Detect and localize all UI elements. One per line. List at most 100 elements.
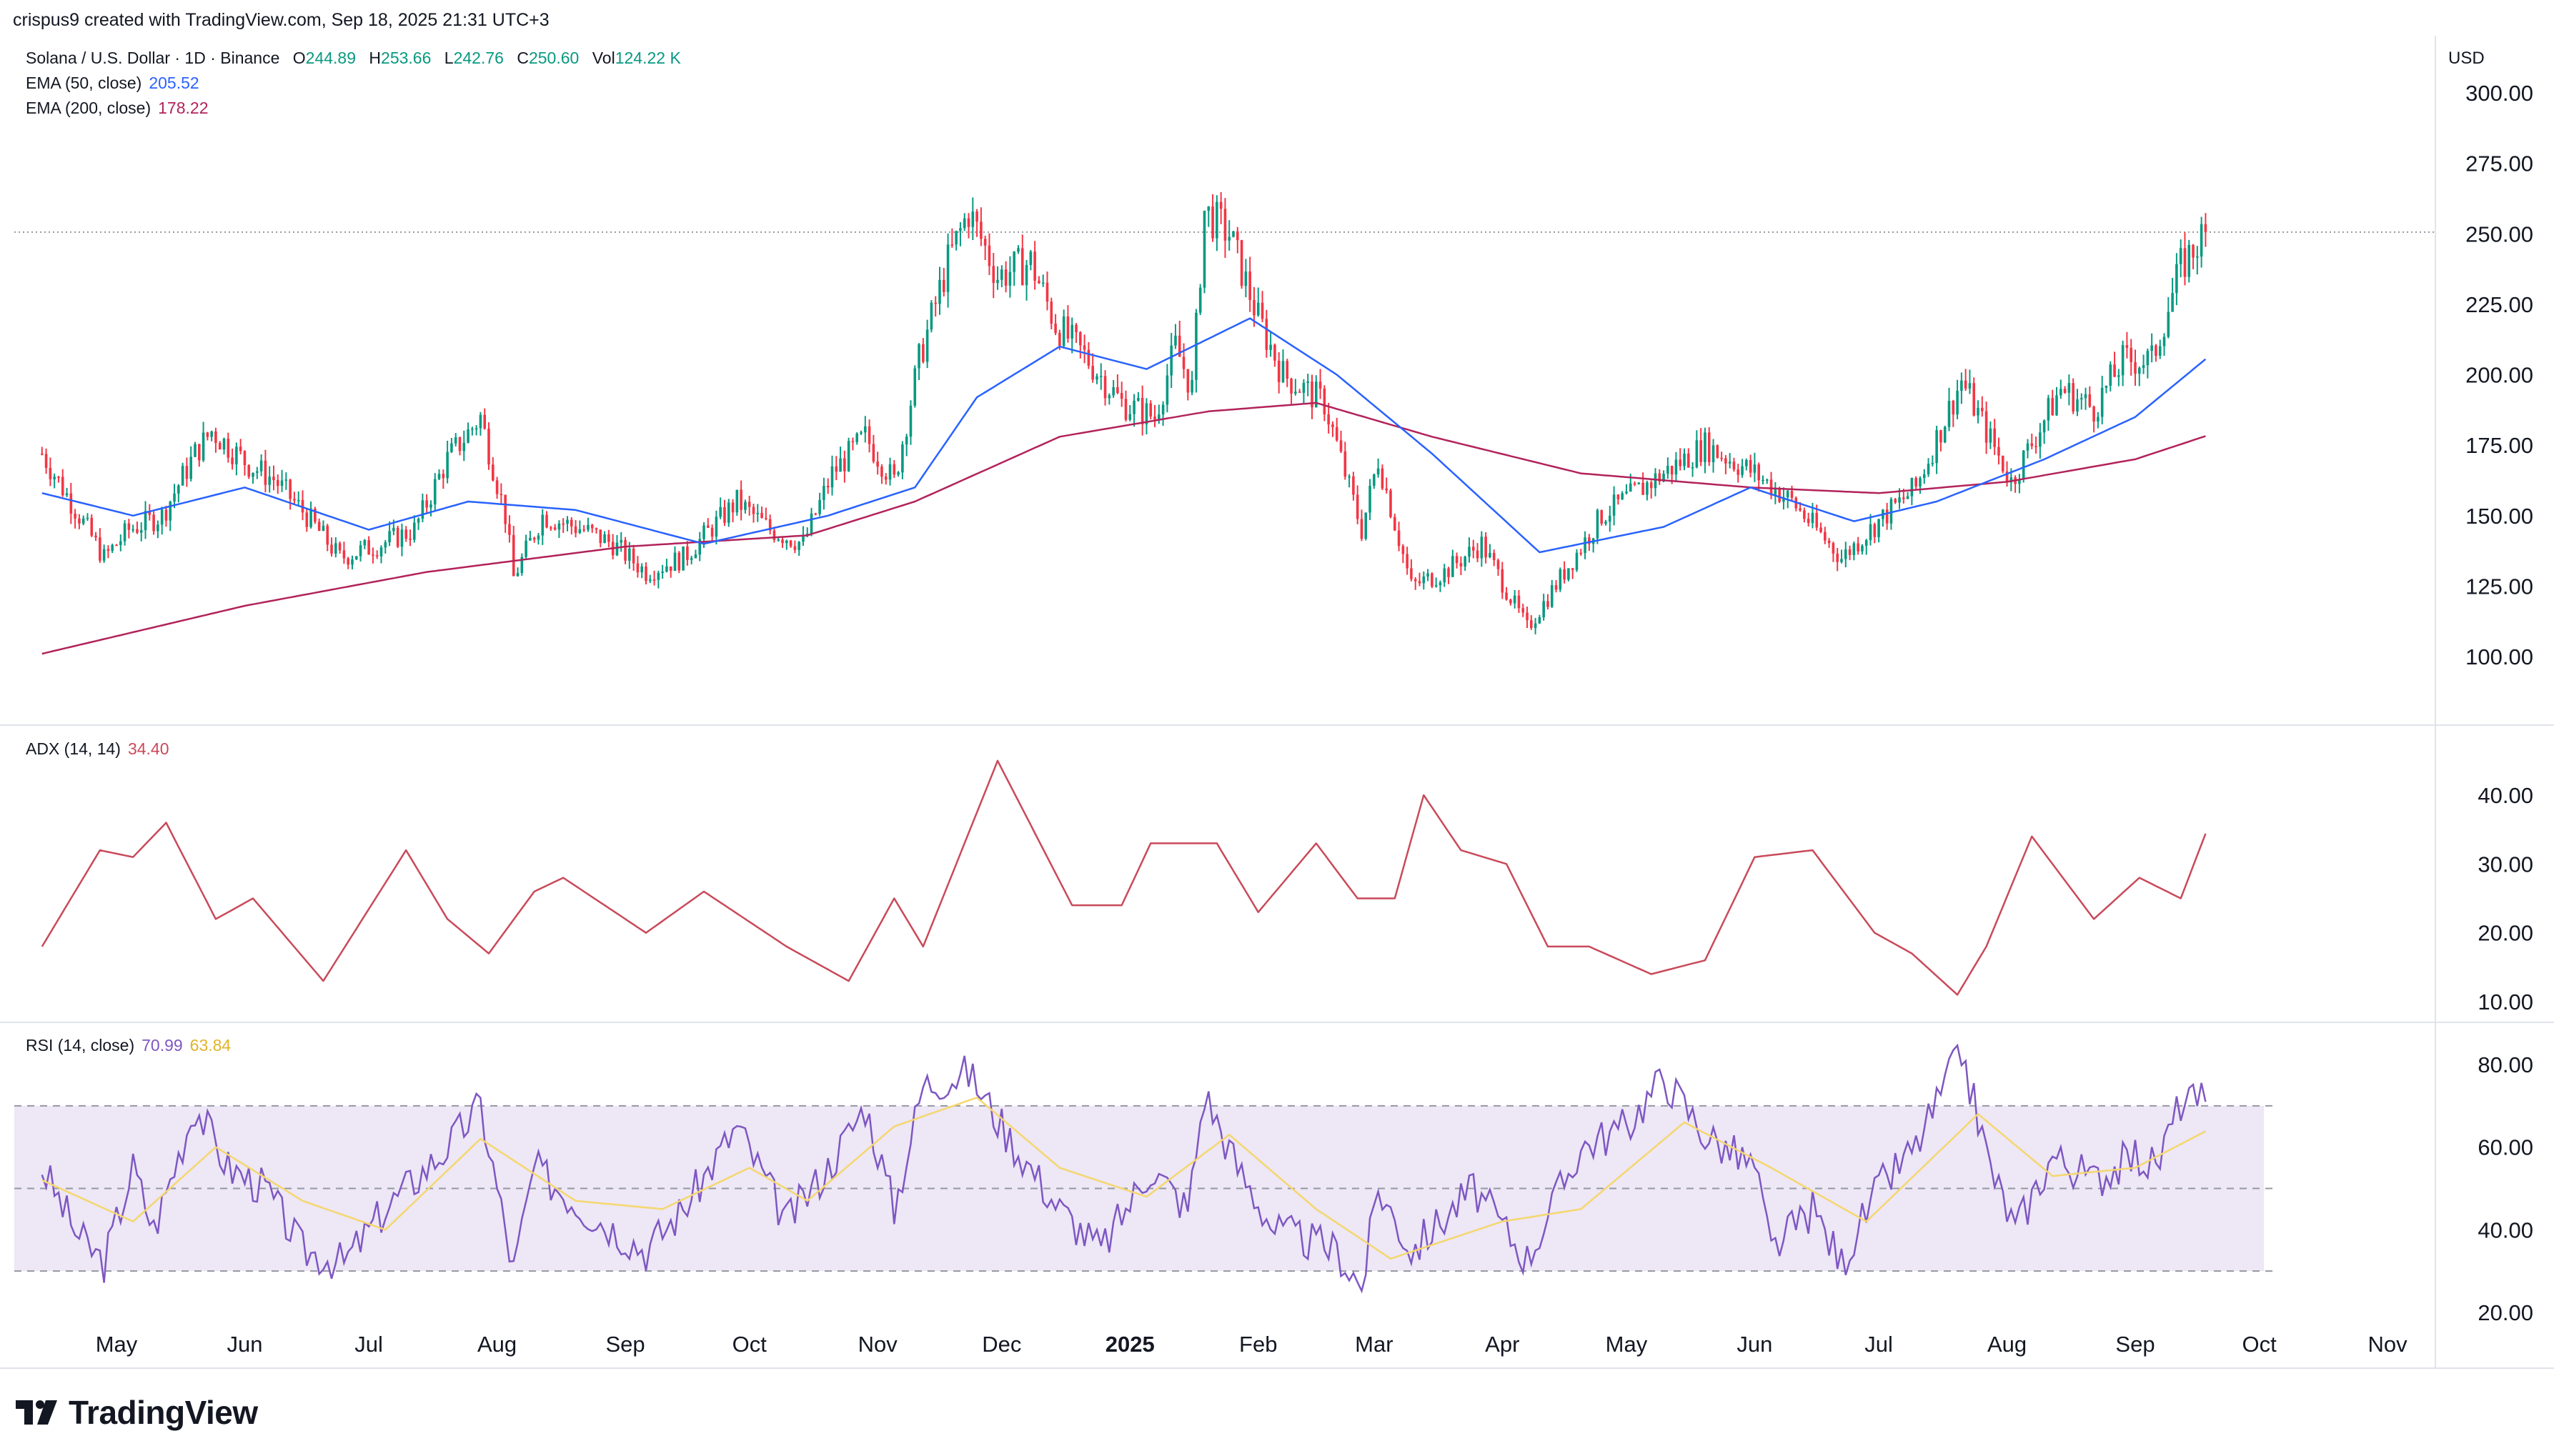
- candle-body: [661, 572, 664, 573]
- price-axis-tick: 200.00: [2465, 363, 2533, 388]
- candle-body: [1922, 474, 1926, 479]
- candle-body: [640, 566, 643, 573]
- candle-body: [1927, 464, 1930, 474]
- candle-body: [1658, 473, 1661, 482]
- time-axis-tick: Jul: [354, 1332, 383, 1357]
- candle-body: [1711, 445, 1715, 462]
- candle-body: [520, 557, 524, 574]
- rsi-legend: RSI (14, close) 70.99 63.84: [26, 1036, 231, 1055]
- candle-body: [400, 529, 404, 547]
- candle-body: [1588, 537, 1591, 544]
- candle-body: [1873, 524, 1877, 537]
- candle-body: [1302, 382, 1306, 393]
- candle-body: [202, 432, 205, 461]
- candle-body: [1397, 530, 1401, 547]
- candle-body: [1203, 211, 1206, 288]
- candle-body: [185, 466, 189, 479]
- candle-body: [1141, 397, 1144, 424]
- candle-body: [1178, 335, 1181, 357]
- candle-body: [645, 566, 647, 582]
- candle-body: [1604, 522, 1607, 524]
- candle-body: [1273, 344, 1276, 361]
- candle-body: [872, 444, 875, 462]
- candle-body: [474, 428, 478, 429]
- candle-body: [1848, 549, 1852, 555]
- candle-body: [1116, 387, 1119, 394]
- candle-body: [1286, 361, 1289, 379]
- ema200-label: EMA (200, close): [26, 99, 151, 117]
- candle-body: [1008, 271, 1012, 286]
- candle-body: [1704, 432, 1706, 462]
- tradingview-logo[interactable]: TradingView: [16, 1393, 258, 1432]
- candle-body: [723, 507, 726, 523]
- candle-body: [1550, 585, 1554, 607]
- time-axis-tick: 2025: [1105, 1332, 1155, 1357]
- candle-body: [1840, 559, 1843, 562]
- candle-body: [1153, 417, 1156, 419]
- candle-body: [772, 530, 776, 540]
- candle-body: [442, 474, 445, 479]
- candle-body: [1000, 269, 1003, 280]
- price-legend: Solana / U.S. Dollar · 1D · Binance O244…: [26, 49, 681, 68]
- candle-body: [1083, 345, 1086, 350]
- currency-label[interactable]: USD: [2448, 49, 2485, 68]
- candle-body: [259, 460, 263, 472]
- candle-body: [1253, 299, 1256, 316]
- candle-body: [53, 477, 56, 479]
- candle-body: [1736, 469, 1740, 475]
- volume-label: Vol: [592, 49, 615, 67]
- candle-body: [1943, 427, 1947, 443]
- candle-body: [673, 552, 677, 572]
- candle-body: [1265, 319, 1268, 350]
- ema50-line: [41, 317, 2207, 554]
- candle-body: [1691, 467, 1694, 469]
- candle-body: [525, 540, 527, 557]
- candle-body: [1431, 573, 1433, 587]
- candle-body: [1492, 552, 1496, 561]
- candle-body: [1567, 568, 1570, 580]
- adx-axis-tick: 20.00: [2478, 921, 2533, 946]
- candle-body: [1496, 560, 1500, 569]
- candle-body: [1501, 569, 1504, 593]
- candle-body: [905, 437, 908, 445]
- candle-body: [297, 499, 300, 502]
- candle-body: [41, 453, 44, 455]
- candle-body: [1769, 479, 1773, 496]
- candle-body: [2009, 477, 2013, 483]
- candle-body: [2200, 224, 2203, 257]
- adx-axis-tick: 30.00: [2478, 852, 2533, 877]
- candle-body: [992, 266, 995, 284]
- candle-body: [2171, 293, 2174, 312]
- candle-body: [330, 544, 333, 554]
- high-label: H: [369, 49, 382, 67]
- candle-body: [1732, 462, 1736, 470]
- candle-body: [624, 539, 627, 561]
- candle-body: [1311, 381, 1313, 408]
- candle-body: [1401, 546, 1405, 554]
- adx-label: ADX (14, 14): [26, 739, 121, 758]
- candle-body: [197, 444, 201, 461]
- candle-body: [1381, 468, 1384, 489]
- candle-body: [1331, 424, 1334, 427]
- candle-body: [1410, 568, 1413, 579]
- candle-body: [2162, 336, 2166, 346]
- candle-body: [2059, 389, 2062, 396]
- candle-body: [1306, 381, 1310, 383]
- candle-body: [1609, 515, 1611, 522]
- candle-body: [1041, 282, 1045, 284]
- candle-body: [694, 554, 697, 559]
- candle-body: [2142, 365, 2145, 368]
- candle-body: [1869, 524, 1872, 540]
- candle-body: [934, 302, 938, 304]
- candle-body: [1294, 392, 1297, 394]
- candle-body: [715, 517, 718, 537]
- adx-line: [41, 759, 2207, 996]
- candle-body: [1741, 466, 1744, 475]
- candle-body: [620, 539, 623, 543]
- candle-body: [615, 542, 619, 556]
- candle-body: [139, 530, 143, 533]
- candle-body: [1728, 462, 1731, 464]
- candle-body: [94, 535, 97, 538]
- time-axis-tick: Nov: [2368, 1332, 2408, 1357]
